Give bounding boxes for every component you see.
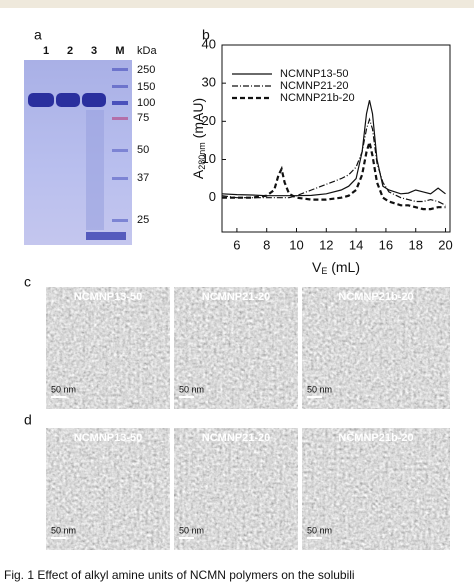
legend-label: NCMNP13-50 bbox=[280, 68, 348, 80]
scale-label: 50 nm bbox=[51, 384, 76, 394]
y-tick-label: 0 bbox=[209, 189, 216, 204]
lane-label: 2 bbox=[67, 45, 73, 57]
lane-label: 3 bbox=[91, 45, 97, 57]
x-tick-label: 12 bbox=[319, 237, 333, 252]
x-axis-label-part: V bbox=[312, 259, 322, 275]
panel-label: d bbox=[24, 412, 32, 428]
marker-label: 100 bbox=[137, 97, 155, 109]
scale-label: 50 nm bbox=[179, 525, 204, 535]
top-strip bbox=[0, 0, 474, 8]
x-tick-label: 10 bbox=[289, 237, 303, 252]
series-line bbox=[221, 117, 446, 206]
em-label: NCMNP21-20 bbox=[202, 291, 270, 303]
caption: Fig. 1 Effect of alkyl amine units of NC… bbox=[4, 568, 355, 582]
em-label: NCMNP13-50 bbox=[74, 291, 142, 303]
scale-label: 50 nm bbox=[179, 384, 204, 394]
gel-bands bbox=[28, 68, 128, 240]
marker-label: 75 bbox=[137, 112, 149, 124]
em-image bbox=[302, 287, 450, 409]
x-tick-label: 6 bbox=[233, 237, 240, 252]
panel-label: a bbox=[34, 27, 42, 43]
marker-label: 150 bbox=[137, 81, 155, 93]
unit-label: kDa bbox=[137, 45, 157, 57]
x-tick-label: 20 bbox=[438, 237, 452, 252]
marker-label: 37 bbox=[137, 172, 149, 184]
x-tick-label: 14 bbox=[349, 237, 363, 252]
scale-label: 50 nm bbox=[307, 384, 332, 394]
x-axis-label: VE (mL) bbox=[312, 259, 360, 277]
marker-label: 250 bbox=[137, 64, 155, 76]
scale-label: 50 nm bbox=[307, 525, 332, 535]
x-tick-label: 18 bbox=[408, 237, 422, 252]
legend-label: NCMNP21b-20 bbox=[280, 92, 355, 104]
marker-label: 50 bbox=[137, 144, 149, 156]
y-tick-label: 40 bbox=[202, 36, 216, 51]
y-axis-label-part: A bbox=[190, 169, 206, 179]
legend-label: NCMNP21-20 bbox=[280, 80, 348, 92]
em-label: NCMNP21-20 bbox=[202, 432, 270, 444]
y-tick-label: 10 bbox=[202, 151, 216, 166]
x-tick-label: 16 bbox=[379, 237, 393, 252]
series-line bbox=[221, 100, 446, 197]
y-tick-label: 30 bbox=[202, 75, 216, 90]
x-axis-label-part: E bbox=[321, 266, 327, 276]
em-image bbox=[174, 287, 298, 409]
em-image bbox=[302, 428, 450, 550]
marker-label: 25 bbox=[137, 214, 149, 226]
em-label: NCMNP21b-20 bbox=[338, 432, 413, 444]
x-axis-label-part: (mL) bbox=[327, 259, 360, 275]
em-image bbox=[46, 428, 170, 550]
em-image bbox=[46, 287, 170, 409]
x-tick-label: 8 bbox=[263, 237, 270, 252]
lane-label: M bbox=[115, 45, 124, 57]
series-line bbox=[222, 138, 446, 211]
gel-image bbox=[24, 60, 132, 245]
scale-label: 50 nm bbox=[51, 525, 76, 535]
em-label: NCMNP21b-20 bbox=[338, 291, 413, 303]
em-label: NCMNP13-50 bbox=[74, 432, 142, 444]
plot-frame bbox=[221, 44, 451, 233]
y-axis-label: A280nm (mAU) bbox=[190, 98, 208, 179]
y-tick-label: 20 bbox=[202, 113, 216, 128]
panel-label: b bbox=[202, 27, 210, 43]
y-axis-label-part: 280nm bbox=[197, 142, 207, 170]
panel-label: c bbox=[24, 274, 31, 290]
em-image bbox=[174, 428, 298, 550]
lane-label: 1 bbox=[43, 45, 49, 57]
y-axis-label-part: (mAU) bbox=[190, 98, 206, 142]
